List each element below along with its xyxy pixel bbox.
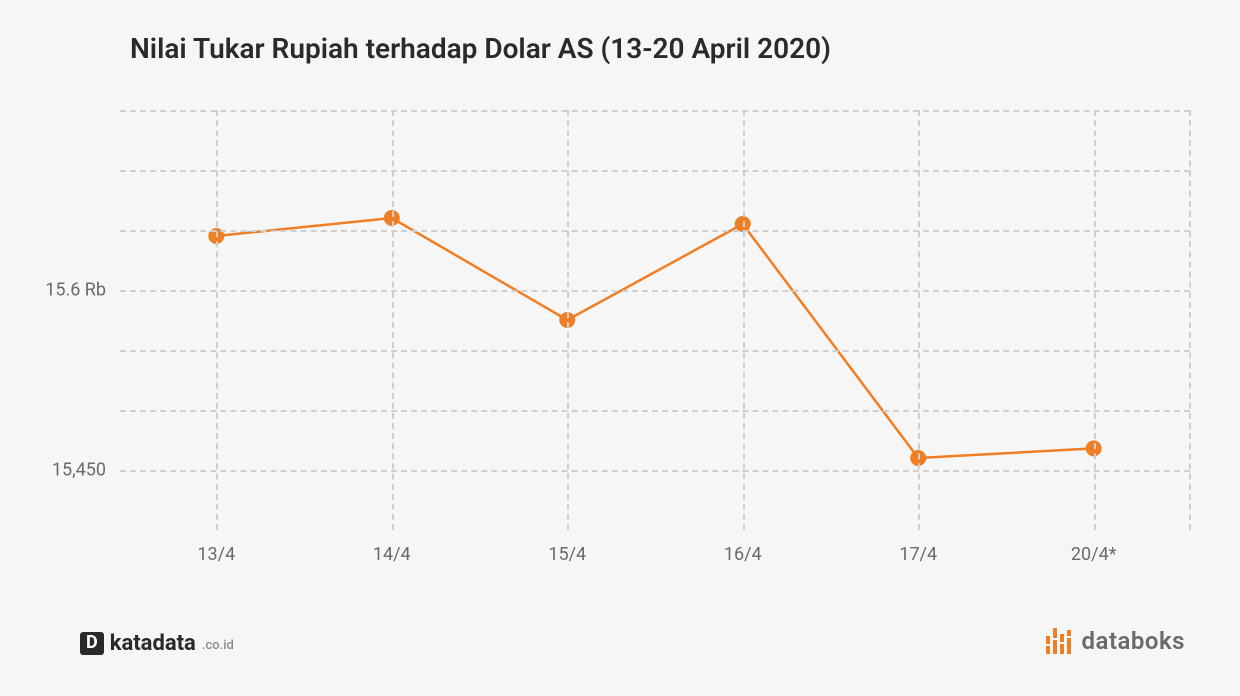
x-axis-tick-label: 13/4 — [197, 530, 235, 565]
grid-hline — [120, 410, 1190, 412]
grid-vline — [1189, 110, 1191, 530]
chart-plot-area: 15,45015.6 Rb13/414/415/416/417/420/4* — [120, 110, 1190, 530]
chart-title: Nilai Tukar Rupiah terhadap Dolar AS (13… — [130, 32, 831, 65]
grid-vline — [743, 110, 745, 530]
katadata-badge: D — [80, 632, 104, 655]
x-axis-tick-label: 15/4 — [548, 530, 586, 565]
line-series — [216, 218, 1093, 458]
grid-vline — [918, 110, 920, 530]
grid-hline — [120, 470, 1190, 472]
grid-hline — [120, 170, 1190, 172]
grid-vline — [216, 110, 218, 530]
x-axis-tick-label: 17/4 — [899, 530, 937, 565]
databoks-logo: databoks — [1044, 626, 1185, 656]
katadata-logo: D katadata .co.id — [80, 631, 234, 656]
grid-hline — [120, 230, 1190, 232]
line-chart-svg — [120, 110, 1190, 530]
x-axis-tick-label: 16/4 — [724, 530, 762, 565]
x-axis-tick-label: 14/4 — [373, 530, 411, 565]
y-axis-tick-label: 15.6 Rb — [45, 280, 120, 301]
y-axis-tick-label: 15,450 — [52, 460, 120, 481]
katadata-name: katadata — [110, 631, 196, 656]
x-axis-tick-label: 20/4* — [1071, 530, 1117, 565]
grid-hline — [120, 110, 1190, 112]
grid-vline — [567, 110, 569, 530]
databoks-icon — [1044, 626, 1074, 656]
grid-hline — [120, 290, 1190, 292]
grid-hline — [120, 350, 1190, 352]
databoks-name: databoks — [1082, 627, 1185, 655]
grid-vline — [1094, 110, 1096, 530]
grid-vline — [392, 110, 394, 530]
katadata-suffix: .co.id — [202, 638, 234, 656]
